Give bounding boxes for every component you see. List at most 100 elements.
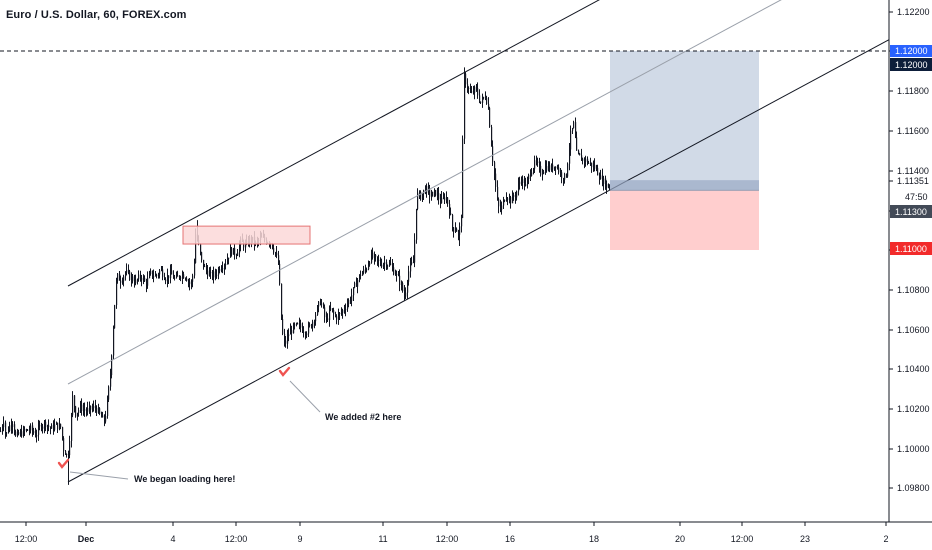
candle-body bbox=[57, 422, 59, 430]
candle-body bbox=[486, 98, 488, 104]
candle-body bbox=[317, 306, 319, 315]
candle-body bbox=[329, 309, 331, 321]
candle-body bbox=[282, 319, 284, 334]
candle-body bbox=[90, 405, 92, 410]
candle-body bbox=[2, 427, 4, 432]
candle-body bbox=[306, 333, 308, 336]
candle-body bbox=[506, 198, 508, 201]
candle-body bbox=[590, 162, 592, 164]
candle-body bbox=[167, 275, 169, 282]
candle-body bbox=[525, 184, 527, 186]
candle-body bbox=[539, 163, 541, 166]
candle-body bbox=[20, 431, 22, 435]
candle-body bbox=[120, 280, 122, 283]
candle-body bbox=[572, 128, 574, 131]
candle-body bbox=[102, 415, 104, 418]
candle-body bbox=[498, 198, 500, 207]
candle-body bbox=[569, 149, 571, 164]
candle-body bbox=[126, 270, 128, 273]
time-tick-label: 18 bbox=[589, 534, 599, 544]
candle-body bbox=[137, 279, 139, 281]
price-tick-label: 1.10000 bbox=[897, 444, 930, 454]
candle-body bbox=[401, 282, 403, 286]
candle-body bbox=[119, 273, 121, 281]
candle-body bbox=[603, 178, 605, 184]
candle-body bbox=[284, 333, 286, 341]
candle-body bbox=[245, 243, 247, 248]
candle-body bbox=[429, 189, 431, 197]
candle-body bbox=[431, 196, 433, 198]
candle-body bbox=[341, 312, 343, 314]
candle-body bbox=[348, 299, 350, 305]
candle-body bbox=[434, 190, 436, 192]
target-tag-background bbox=[890, 58, 932, 71]
candle-body bbox=[404, 291, 406, 297]
candle-body bbox=[398, 273, 400, 276]
candle-body bbox=[72, 395, 74, 416]
candle-body bbox=[515, 196, 517, 198]
candle-body bbox=[402, 282, 404, 292]
candle-body bbox=[48, 425, 50, 428]
candle-body bbox=[84, 409, 86, 411]
candle-body bbox=[230, 248, 232, 258]
candle-body bbox=[326, 317, 328, 319]
candle-body bbox=[200, 243, 202, 253]
candle-body bbox=[104, 415, 106, 422]
countdown-text: 47:50 bbox=[905, 192, 928, 202]
candle-body bbox=[557, 167, 559, 169]
channel-lower-line[interactable] bbox=[67, 39, 890, 483]
check-mark-icon bbox=[278, 366, 291, 377]
candle-body bbox=[152, 270, 154, 277]
candle-body bbox=[281, 283, 283, 320]
candle-body bbox=[83, 409, 85, 412]
channel-upper-line[interactable] bbox=[67, 0, 606, 287]
candle-body bbox=[206, 266, 208, 271]
candle-body bbox=[467, 84, 469, 88]
candle-body bbox=[443, 197, 445, 199]
candle-body bbox=[587, 158, 589, 164]
time-axis[interactable]: 12:00 Dec 4 12:00 9 11 12:00 16 18 20 12:00 23 2 bbox=[15, 522, 889, 544]
candle-body bbox=[497, 186, 499, 199]
candle-body bbox=[27, 429, 29, 431]
candle-body bbox=[440, 199, 442, 204]
check-mark-icon bbox=[57, 458, 70, 469]
candle-body bbox=[537, 161, 539, 164]
candle-body bbox=[594, 164, 596, 169]
candle-body bbox=[350, 299, 352, 302]
candle-body bbox=[143, 277, 145, 281]
candle-body bbox=[300, 323, 302, 328]
candle-body bbox=[410, 263, 412, 272]
candle-body bbox=[324, 307, 326, 318]
candle-body bbox=[356, 282, 358, 287]
candle-body bbox=[209, 272, 211, 277]
candle-body bbox=[483, 97, 485, 99]
candle-body bbox=[492, 146, 494, 163]
candle-body bbox=[543, 171, 545, 174]
stop-price-tag: 1.11000 bbox=[890, 242, 932, 255]
candle-body bbox=[53, 425, 55, 430]
candle-body bbox=[608, 183, 610, 188]
candle-body bbox=[420, 191, 422, 200]
current-tag-background bbox=[890, 205, 932, 218]
candle-body bbox=[504, 200, 506, 202]
candle-body bbox=[23, 429, 25, 437]
candle-body bbox=[323, 303, 325, 308]
candle-body bbox=[374, 254, 376, 258]
candle-body bbox=[192, 275, 194, 282]
price-tick-label: 1.10600 bbox=[897, 325, 930, 335]
stop-loss-zone[interactable] bbox=[610, 190, 759, 250]
candle-body bbox=[42, 426, 44, 429]
candle-body bbox=[380, 260, 382, 265]
resistance-box[interactable] bbox=[182, 225, 311, 245]
channel-middle-line[interactable] bbox=[67, 0, 790, 385]
candle-body bbox=[585, 158, 587, 162]
candle-body bbox=[605, 178, 607, 188]
last-price-band bbox=[610, 180, 759, 191]
candle-body bbox=[8, 430, 10, 433]
profit-target-zone[interactable] bbox=[610, 51, 759, 191]
candle-body bbox=[428, 186, 430, 190]
candle-body bbox=[134, 281, 136, 284]
candle-body bbox=[570, 130, 572, 150]
candle-body bbox=[516, 191, 518, 198]
